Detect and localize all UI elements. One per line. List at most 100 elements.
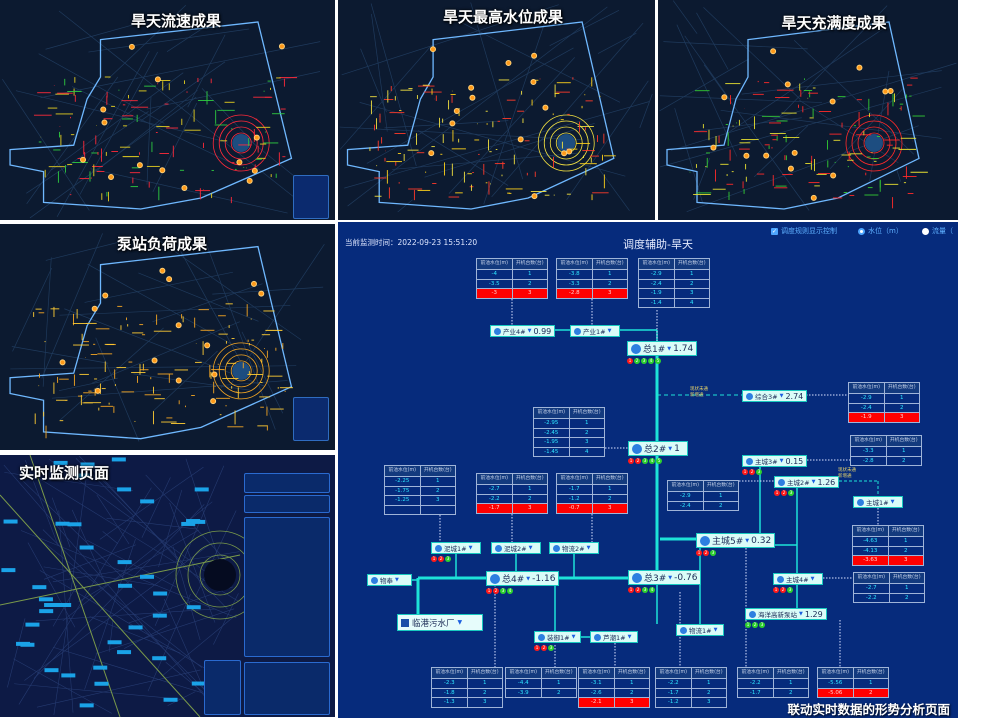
max-water-level-map[interactable] <box>338 0 655 220</box>
fullness-map[interactable] <box>658 0 958 220</box>
water-level-radio[interactable]: 水位（m） <box>858 226 903 236</box>
pump-station-node[interactable]: 总2# ▼ 1 <box>628 441 688 456</box>
monitor-point-label <box>25 622 40 627</box>
pump-station-node[interactable]: 泥城1# ▼ <box>431 542 481 554</box>
district-boundary <box>666 21 920 210</box>
table-row: -1.95 3 <box>534 437 604 447</box>
pump-station-node[interactable]: 产业4# ▼ 0.99 <box>490 325 556 337</box>
table-cell: 1 <box>591 485 628 494</box>
pump-idle-indicator: 3 <box>641 358 647 364</box>
pump-station-node[interactable]: 物流2# ▼ <box>549 542 599 554</box>
dropdown-arrow-icon[interactable]: ▼ <box>713 627 718 633</box>
pump-station-node[interactable]: 泥城2# ▼ <box>491 542 541 554</box>
column-header: 开机台数(台) <box>887 526 924 536</box>
table-row: -2.2 2 <box>854 592 924 602</box>
flow-velocity-map[interactable] <box>0 0 335 220</box>
pump-station-node[interactable]: 综合3# ▼ 2.74 <box>742 390 808 402</box>
pump-station-node[interactable]: 主城2# ▼ 1.26 <box>774 476 840 488</box>
table-cell: 3 <box>690 698 727 707</box>
pump-station-node[interactable]: 装御1# ▼ <box>534 631 582 643</box>
pump-load-map[interactable] <box>0 224 335 450</box>
monitor-type-box[interactable] <box>244 495 330 513</box>
dropdown-arrow-icon[interactable]: ▼ <box>527 328 532 334</box>
monitor-point-label <box>181 521 196 526</box>
table-cell: -2.7 <box>865 585 877 591</box>
table-row: -2.45 2 <box>534 427 604 437</box>
table-cell: 1 <box>540 679 577 688</box>
dropdown-arrow-icon[interactable]: ▼ <box>526 575 531 582</box>
road <box>169 502 216 623</box>
table-cell: 1 <box>511 485 548 494</box>
station-name: 物流1# <box>689 627 712 635</box>
road <box>204 240 276 430</box>
table-cell: -2.8 <box>862 457 874 464</box>
pump-icon <box>494 327 501 335</box>
road <box>152 283 263 323</box>
dropdown-arrow-icon[interactable]: ▼ <box>667 345 672 352</box>
flow-radio[interactable]: 流量（ <box>922 226 953 236</box>
road <box>124 624 170 649</box>
pump-station-node[interactable]: 主城3# ▼ 0.15 <box>742 455 808 467</box>
road <box>231 244 325 384</box>
road <box>154 465 225 627</box>
dropdown-arrow-icon[interactable]: ▼ <box>468 545 473 551</box>
pump-station-node[interactable]: 芦潮1# ▼ <box>590 631 638 643</box>
pump-idle-indicator: 5 <box>655 358 661 364</box>
pump-station-node[interactable]: 总4# ▼ -1.16 <box>486 571 560 586</box>
pump-station-node[interactable]: 主城5# ▼ 0.32 <box>696 533 776 548</box>
dropdown-arrow-icon[interactable]: ▼ <box>668 445 673 452</box>
dropdown-arrow-icon[interactable]: ▼ <box>799 611 803 617</box>
pump-station-node[interactable]: 物奉 ▼ <box>367 574 412 586</box>
dropdown-arrow-icon[interactable]: ▼ <box>668 574 673 581</box>
dropdown-arrow-icon[interactable]: ▼ <box>745 537 750 544</box>
realtime-monitor-map[interactable] <box>0 455 335 717</box>
road <box>7 618 26 688</box>
ring-road <box>224 354 258 388</box>
pump-running-indicator: 2 <box>541 645 547 651</box>
pump-station-node[interactable]: 物流1# ▼ <box>676 624 724 636</box>
station-name: 综合3# <box>755 393 778 401</box>
dropdown-arrow-icon[interactable]: ▼ <box>607 328 612 334</box>
pump-station-marker <box>566 148 573 155</box>
pump-station-node[interactable]: 主城1# ▼ <box>853 496 903 508</box>
road <box>43 544 137 580</box>
dropdown-arrow-icon[interactable]: ▼ <box>811 479 816 485</box>
monitor-list-table[interactable] <box>244 517 330 657</box>
dropdown-arrow-icon[interactable]: ▼ <box>571 634 576 640</box>
dropdown-arrow-icon[interactable]: ▼ <box>627 634 632 640</box>
pump-station-node[interactable]: 总1# ▼ 1.74 <box>627 341 698 356</box>
pump-idle-indicator: 3 <box>500 588 506 594</box>
pump-running-indicator: 1 <box>534 645 540 651</box>
linggang-wastewater-plant[interactable]: 临港污水厂 ▼ <box>397 614 483 631</box>
column-header: 前池水位(m) <box>537 410 566 415</box>
pump-station-marker <box>787 165 794 172</box>
ring-road <box>863 132 885 154</box>
pump-station-node[interactable]: 主城4# ▼ <box>773 573 823 585</box>
table-row: -4.63 1 <box>853 536 923 546</box>
dropdown-arrow-icon[interactable]: ▼ <box>890 499 895 505</box>
device-filter-box[interactable] <box>244 473 330 493</box>
dropdown-arrow-icon[interactable]: ▼ <box>779 458 784 464</box>
dropdown-arrow-icon[interactable]: ▼ <box>779 393 784 399</box>
dropdown-arrow-icon[interactable]: ▼ <box>528 545 533 551</box>
pump-station-node[interactable]: 总3# ▼ -0.76 <box>628 570 702 585</box>
table-cell: 3 <box>568 438 605 447</box>
dropdown-arrow-icon[interactable]: ▼ <box>586 545 591 551</box>
rule-display-checkbox[interactable]: ✓ 调度规则显示控制 <box>771 226 837 236</box>
column-header: 前池水位(m) <box>560 261 589 266</box>
pump-station-node[interactable]: 海洋高新泵站 ▼ 1.29 <box>745 608 827 620</box>
pump-station-marker <box>763 152 770 159</box>
road <box>26 111 149 194</box>
district-boundary <box>9 245 293 440</box>
pump-idle-indicator: 5 <box>656 458 662 464</box>
pump-idle-indicator: 3 <box>445 556 451 562</box>
road <box>384 120 509 129</box>
dropdown-arrow-icon[interactable]: ▼ <box>395 577 399 583</box>
table-cell: 1 <box>419 477 456 486</box>
pump-rule-table: 前池水位(m) 开机台数(台) -5.56 1 -5.06 2 <box>817 667 889 698</box>
plant-label: 临港污水厂 <box>412 618 455 629</box>
pump-station-node[interactable]: 产业1# ▼ <box>570 325 620 337</box>
road <box>11 346 109 364</box>
dropdown-arrow-icon[interactable]: ▼ <box>810 576 815 582</box>
monitor-point-label <box>32 585 47 590</box>
